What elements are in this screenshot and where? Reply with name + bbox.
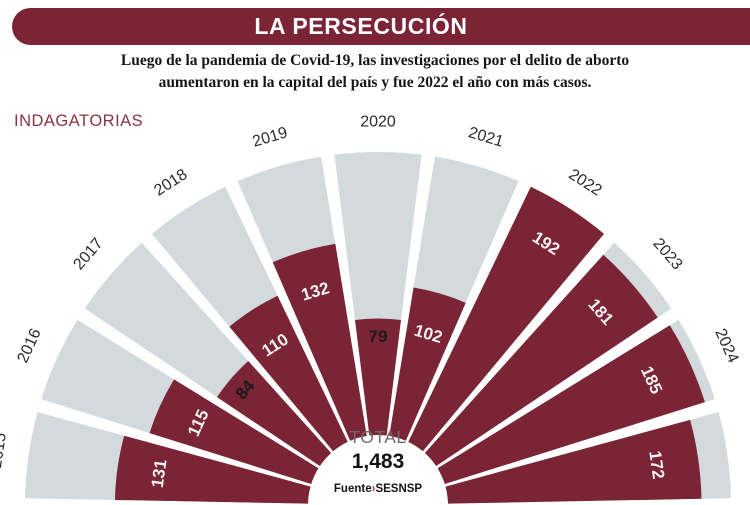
fan-segment-value-label: 79 [369, 327, 388, 346]
page-title: LA PERSECUCIÓN [254, 13, 468, 39]
fan-segment-value[interactable] [355, 318, 401, 436]
fan-segment-year-label: 2023 [649, 235, 685, 273]
fan-segment-year-label: 2018 [151, 166, 190, 200]
fan-segment-year-label: 2019 [251, 124, 290, 150]
fan-segment-value[interactable] [389, 287, 466, 441]
source-credit: Fuente›SESNSP [334, 483, 423, 495]
fan-segment-value[interactable] [149, 379, 319, 484]
total-label: TOTAL [349, 427, 406, 447]
fan-segment-value[interactable] [229, 295, 348, 452]
fan-segment-year-label: 2015 [0, 432, 10, 470]
title-banner: LA PERSECUCIÓN [12, 8, 750, 45]
fan-segment-year-label: 2016 [14, 326, 44, 366]
fan-segment-value[interactable] [216, 360, 332, 467]
fan-segment-group [25, 152, 731, 504]
fan-segment-year-label: 2025 [746, 432, 750, 470]
fan-segment-year-label: 2022 [565, 166, 604, 200]
fan-segment-value[interactable] [445, 419, 702, 504]
subtitle-line-1: Luego de la pandemia de Covid-19, las in… [120, 52, 630, 69]
fan-segment-value[interactable] [114, 435, 311, 504]
chart-series-label: INDAGATORIAS [14, 112, 144, 130]
source-name: SESNSP [375, 483, 422, 495]
source-prefix: Fuente [334, 483, 372, 495]
fan-segment-value[interactable] [272, 243, 367, 441]
fan-segment-value-label: 172 [645, 450, 668, 481]
center-hub: TOTAL 1,483 Fuente›SESNSP [310, 427, 446, 505]
fan-segment-value[interactable] [424, 254, 658, 467]
fan-segment-year-label: 2021 [466, 124, 505, 150]
source-mark: › [372, 483, 376, 495]
fan-segment-value[interactable] [437, 325, 705, 484]
fan-segment-year-label: 2024 [711, 326, 741, 366]
subtitle-line-2: aumentaron en la capital del país y fue … [158, 74, 592, 91]
hub-circle [310, 437, 446, 505]
fan-segment-year-label: 2020 [360, 114, 396, 131]
fan-segment-value[interactable] [408, 186, 605, 452]
fan-segment-track [334, 152, 422, 436]
subtitle: Luego de la pandemia de Covid-19, las in… [0, 50, 750, 94]
total-value: 1,483 [352, 450, 405, 473]
fan-segment-year-label: 2017 [70, 235, 106, 273]
fan-segment-value-label: 131 [148, 458, 171, 489]
